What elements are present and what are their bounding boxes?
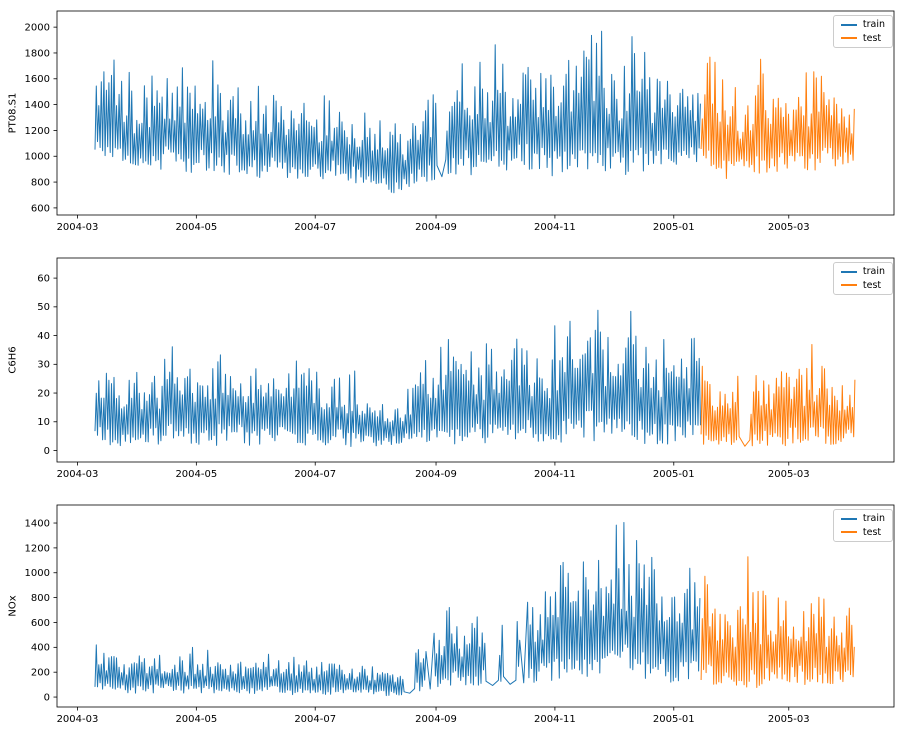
x-tick-label: 2004-09	[415, 222, 457, 233]
x-tick-label: 2004-09	[415, 714, 457, 725]
legend-line-train	[840, 517, 857, 520]
legend-entry-test: test	[840, 279, 885, 291]
y-tick-label: 10	[37, 417, 50, 428]
x-tick-label: 2004-11	[534, 714, 576, 725]
legend-label-train: train	[862, 513, 885, 524]
legend-entry-test: test	[840, 526, 885, 538]
legend-subplot-3: train test	[832, 509, 893, 542]
legend-entry-train: train	[840, 266, 885, 277]
x-tick-label: 2004-05	[175, 469, 217, 480]
y-tick-label: 1800	[25, 48, 50, 59]
legend-line-test	[840, 531, 857, 534]
legend-subplot-2: train test	[832, 262, 893, 295]
legend-label-train: train	[862, 266, 885, 277]
y-tick-label: 1200	[25, 543, 50, 554]
x-tick-label: 2004-07	[294, 222, 336, 233]
legend-label-train: train	[862, 19, 885, 30]
y-tick-label: 400	[31, 643, 50, 654]
y-tick-label: 2000	[25, 23, 50, 34]
y-tick-label: 1000	[25, 568, 50, 579]
legend-line-test	[840, 284, 857, 287]
y-tick-label: 1400	[25, 518, 50, 529]
legend-line-train	[840, 23, 857, 26]
subplot-c6h6: 2004-03 2004-05 2004-07 2004-09 2004-11 2005-…	[37, 257, 895, 480]
y-tick-label: 50	[37, 302, 50, 313]
y-tick-label: 600	[31, 203, 50, 214]
y-axis-label-nox: NOx	[7, 595, 19, 617]
subplot-nox: 2004-03 2004-05 2004-07 2004-09 2004-11 2005-…	[25, 504, 895, 725]
y-tick-label: 60	[37, 274, 50, 285]
x-tick-label: 2004-07	[294, 714, 336, 725]
x-tick-label: 2004-11	[534, 469, 576, 480]
y-tick-label: 40	[37, 331, 50, 342]
x-tick-label: 2004-07	[294, 469, 336, 480]
y-tick-label: 200	[31, 668, 50, 679]
subplot-pt08s1: 2004-03 2004-05 2004-07 2004-09 2004-11 2005-…	[25, 10, 895, 233]
axes-spines	[56, 257, 895, 463]
y-axis-label-c6h6: C6H6	[7, 346, 19, 374]
legend-label-test: test	[862, 279, 882, 291]
x-tick-label: 2004-03	[57, 714, 99, 725]
x-tick-label: 2004-05	[175, 714, 217, 725]
x-tick-label: 2004-03	[57, 469, 99, 480]
x-tick-label: 2004-05	[175, 222, 217, 233]
x-tick-label: 2004-09	[415, 469, 457, 480]
legend-label-test: test	[862, 32, 882, 44]
legend-entry-train: train	[840, 19, 885, 30]
y-tick-label: 1200	[25, 126, 50, 137]
series-line-train	[94, 522, 701, 697]
x-tick-label: 2004-11	[534, 222, 576, 233]
x-tick-label: 2005-01	[653, 714, 695, 725]
axes-spines	[56, 10, 895, 216]
x-tick-label: 2005-01	[653, 469, 695, 480]
y-tick-label: 30	[37, 360, 50, 371]
legend-line-test	[840, 37, 857, 40]
legend-subplot-1: train test	[832, 15, 893, 48]
series-line-train	[94, 30, 701, 194]
x-tick-label: 2005-01	[653, 222, 695, 233]
y-tick-label: 800	[31, 177, 50, 188]
legend-entry-train: train	[840, 513, 885, 524]
y-tick-label: 800	[31, 593, 50, 604]
legend-entry-test: test	[840, 32, 885, 44]
x-tick-label: 2005-03	[768, 469, 810, 480]
y-tick-label: 1400	[25, 100, 50, 111]
y-tick-label: 600	[31, 618, 50, 629]
y-tick-label: 0	[44, 692, 50, 703]
x-tick-label: 2005-03	[768, 222, 810, 233]
y-tick-label: 1000	[25, 152, 50, 163]
series-line-test	[700, 556, 855, 688]
legend-label-test: test	[862, 526, 882, 538]
y-tick-label: 0	[44, 446, 50, 457]
series-line-train	[94, 309, 701, 447]
series-line-test	[700, 344, 856, 447]
axes-spines	[56, 504, 895, 708]
y-axis-label-pt08s1: PT08.S1	[7, 92, 19, 134]
series-line-test	[700, 56, 855, 179]
x-tick-label: 2005-03	[768, 714, 810, 725]
legend-line-train	[840, 270, 857, 273]
x-tick-label: 2004-03	[57, 222, 99, 233]
y-tick-label: 20	[37, 388, 50, 399]
y-tick-label: 1600	[25, 74, 50, 85]
